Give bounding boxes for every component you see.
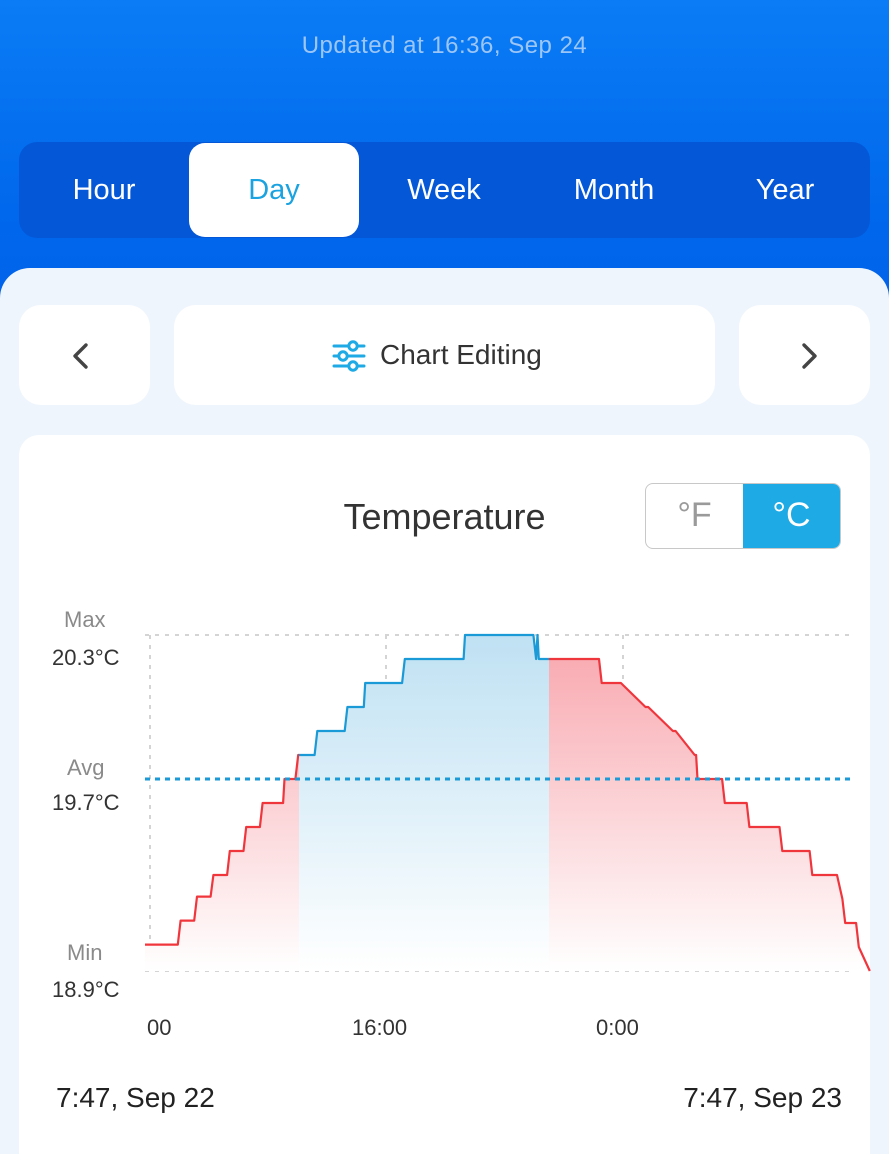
period-tab-bar: Hour Day Week Month Year bbox=[19, 142, 870, 238]
tab-year[interactable]: Year bbox=[755, 174, 815, 206]
above-average-midday-line bbox=[299, 633, 549, 758]
tab-month[interactable]: Month bbox=[573, 174, 655, 206]
max-caption: Max bbox=[64, 607, 106, 632]
avg-caption: Avg bbox=[67, 755, 105, 780]
x-tick-00: 00 bbox=[147, 1015, 172, 1040]
chevron-right-icon bbox=[802, 343, 817, 369]
celsius-option[interactable]: °C bbox=[743, 484, 840, 548]
chart-editing-button[interactable]: Chart Editing bbox=[174, 305, 715, 405]
min-caption: Min bbox=[67, 940, 103, 965]
below-average-late-line bbox=[549, 657, 871, 972]
x-tick-1600: 16:00 bbox=[352, 1015, 408, 1040]
tab-week[interactable]: Week bbox=[407, 174, 481, 206]
updated-timestamp: Updated at 16:36, Sep 24 bbox=[301, 32, 588, 59]
below-average-late-area bbox=[549, 659, 870, 971]
tab-day[interactable]: Day bbox=[189, 143, 359, 237]
fahrenheit-option[interactable]: °F bbox=[677, 496, 712, 534]
x-tick-000: 0:00 bbox=[596, 1015, 639, 1040]
below-average-early-area bbox=[145, 755, 299, 971]
range-end-label: 7:47, Sep 23 bbox=[683, 1082, 842, 1113]
next-period-button[interactable] bbox=[739, 305, 870, 405]
avg-value: 19.7°C bbox=[52, 790, 120, 815]
chevron-left-icon bbox=[73, 343, 88, 369]
tab-hour[interactable]: Hour bbox=[72, 174, 136, 206]
range-start-label: 7:47, Sep 22 bbox=[56, 1082, 215, 1113]
previous-period-button[interactable] bbox=[19, 305, 150, 405]
sliders-icon bbox=[332, 340, 366, 372]
chart-title: Temperature bbox=[343, 496, 546, 537]
above-average-midday-area bbox=[299, 635, 549, 971]
min-value: 18.9°C bbox=[52, 977, 120, 1002]
max-value: 20.3°C bbox=[52, 645, 120, 670]
unit-toggle: °F °C bbox=[645, 483, 841, 549]
below-average-early-line bbox=[145, 753, 299, 946]
chart-editing-label: Chart Editing bbox=[380, 339, 542, 370]
